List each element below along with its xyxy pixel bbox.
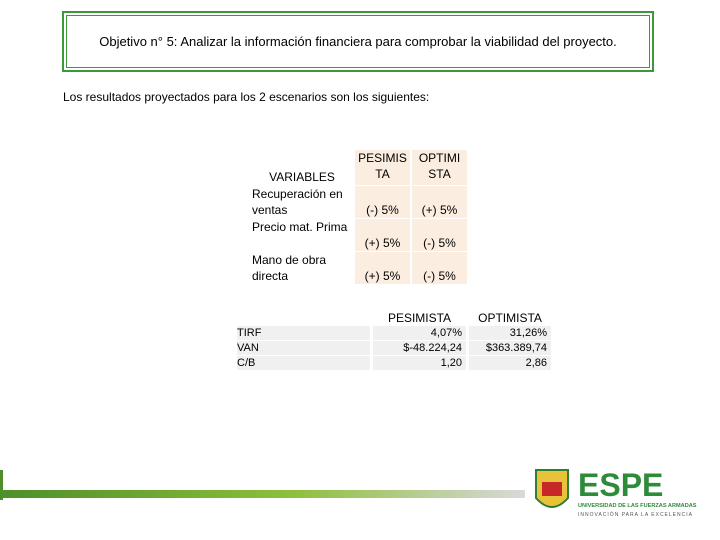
table-cell: 4,07% [373, 326, 466, 340]
row-label: Precio mat. Prima [252, 220, 348, 234]
table-cell: (-) 5% [412, 252, 467, 284]
row-label: TIRF [237, 326, 370, 340]
table-header: PESIMISTA [355, 150, 410, 185]
row-label: Recuperación en ventas [252, 187, 343, 217]
table-header: VARIABLES [269, 170, 335, 184]
table-cell: (+) 5% [355, 252, 410, 284]
table-header: OPTIMISTA [412, 150, 467, 185]
intro-text: Los resultados proyectados para los 2 es… [63, 90, 430, 104]
table-cell: (+) 5% [355, 219, 410, 251]
accent-line [0, 470, 3, 500]
logo-shield [542, 482, 562, 496]
footer-bar [0, 490, 525, 498]
row-label: Mano de obra directa [252, 253, 327, 283]
table-cell: $363.389,74 [469, 341, 551, 355]
logo-line: INNOVACIÓN PARA LA EXCELENCIA [578, 511, 693, 518]
table-cell: 1,20 [373, 356, 466, 370]
table-cell: (-) 5% [355, 186, 410, 218]
row-label: VAN [237, 341, 370, 355]
logo-name: ESPE [578, 467, 663, 503]
table-cell: $-48.224,24 [373, 341, 466, 355]
title: Objetivo n° 5: Analizar la información f… [99, 34, 617, 49]
table-cell: 2,86 [469, 356, 551, 370]
row-label: C/B [237, 356, 370, 370]
table-cell: (-) 5% [412, 219, 467, 251]
logo-line: UNIVERSIDAD DE LAS FUERZAS ARMADAS [578, 503, 697, 509]
logo: ESPE UNIVERSIDAD DE LAS FUERZAS ARMADAS … [535, 467, 697, 518]
title-box: Objetivo n° 5: Analizar la información f… [62, 11, 654, 72]
table-header: OPTIMISTA [478, 311, 542, 325]
table-cell: 31,26% [469, 326, 551, 340]
table-cell: (+) 5% [412, 186, 467, 218]
table-header: PESIMISTA [387, 311, 452, 325]
